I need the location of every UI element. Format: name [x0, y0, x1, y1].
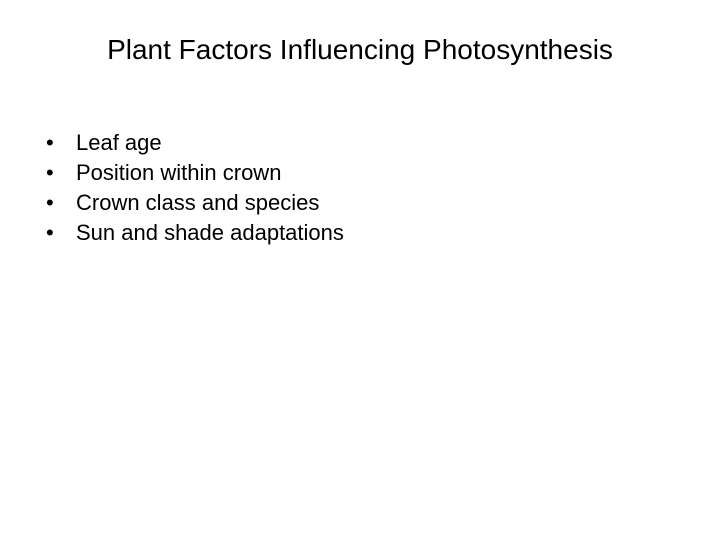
- bullet-text: Sun and shade adaptations: [76, 220, 344, 246]
- bullet-text: Leaf age: [76, 130, 344, 156]
- bullet-list: • Leaf age • Position within crown • Cro…: [46, 130, 344, 250]
- bullet-icon: •: [46, 160, 76, 186]
- bullet-icon: •: [46, 220, 76, 246]
- bullet-icon: •: [46, 190, 76, 216]
- list-item: • Position within crown: [46, 160, 344, 186]
- bullet-text: Crown class and species: [76, 190, 344, 216]
- list-item: • Crown class and species: [46, 190, 344, 216]
- list-item: • Sun and shade adaptations: [46, 220, 344, 246]
- list-item: • Leaf age: [46, 130, 344, 156]
- bullet-icon: •: [46, 130, 76, 156]
- slide-title: Plant Factors Influencing Photosynthesis: [0, 34, 720, 66]
- bullet-text: Position within crown: [76, 160, 344, 186]
